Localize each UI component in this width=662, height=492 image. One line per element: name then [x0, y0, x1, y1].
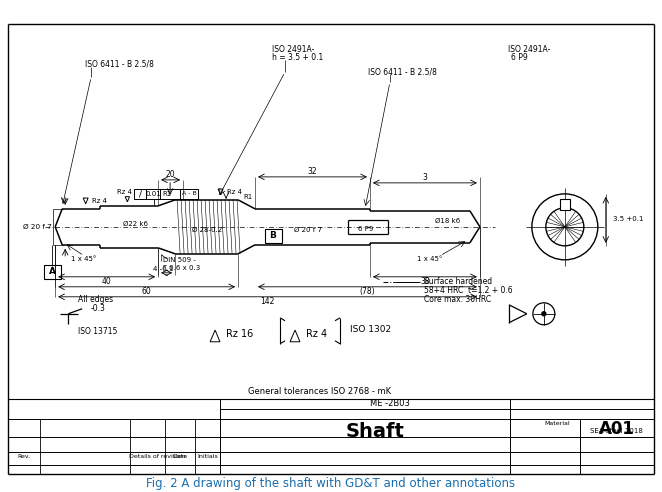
Text: 1 x 45°: 1 x 45°	[417, 256, 443, 262]
Text: ISO 13715: ISO 13715	[78, 327, 118, 336]
Text: Surface hardened: Surface hardened	[424, 277, 492, 286]
Text: A01: A01	[599, 420, 635, 438]
Text: Rz 4: Rz 4	[92, 198, 107, 204]
Text: DIN 509 -: DIN 509 -	[163, 257, 196, 263]
Text: 3: 3	[422, 173, 428, 183]
Text: h = 3.5 + 0.1: h = 3.5 + 0.1	[272, 54, 323, 62]
Text: Fig. 2 A drawing of the shaft with GD&T and other annotations: Fig. 2 A drawing of the shaft with GD&T …	[146, 477, 516, 490]
Text: Date: Date	[173, 454, 187, 459]
Text: Rev.: Rev.	[18, 454, 30, 459]
Text: Ø22 k6: Ø22 k6	[122, 221, 148, 227]
Text: Rz 4: Rz 4	[306, 329, 327, 338]
Text: R1: R1	[162, 191, 171, 197]
Text: ISO 6411 - B 2.5/8: ISO 6411 - B 2.5/8	[368, 67, 437, 76]
Text: Initials: Initials	[198, 454, 218, 459]
Text: General tolerances ISO 2768 - mK: General tolerances ISO 2768 - mK	[248, 387, 391, 396]
Text: 4 -0.1: 4 -0.1	[153, 266, 173, 272]
Text: Rz 4: Rz 4	[117, 189, 132, 195]
Text: Ø 20 f 7: Ø 20 f 7	[294, 227, 322, 233]
Text: All edges: All edges	[77, 295, 113, 304]
Text: ME -2B03: ME -2B03	[370, 399, 410, 408]
Text: 6 P9: 6 P9	[511, 54, 528, 62]
Text: 0.01: 0.01	[145, 191, 161, 197]
Text: Rz 4: Rz 4	[227, 189, 242, 195]
Bar	[134, 189, 198, 199]
Text: Material: Material	[545, 421, 571, 426]
Text: Shaft: Shaft	[346, 422, 404, 441]
Text: Ø 28-0.2: Ø 28-0.2	[192, 227, 222, 233]
Text: 60: 60	[142, 287, 152, 296]
Text: 32: 32	[308, 167, 317, 176]
Text: 3.5 +0.1: 3.5 +0.1	[612, 216, 643, 222]
Text: 38: 38	[420, 277, 430, 286]
Text: B: B	[269, 231, 277, 240]
Text: 40: 40	[102, 277, 111, 286]
Text: 6 P9: 6 P9	[358, 226, 373, 232]
Text: A - B: A - B	[182, 191, 197, 196]
Text: ISO 2491A-: ISO 2491A-	[272, 45, 314, 55]
Text: -0.3: -0.3	[90, 304, 105, 313]
Text: Rz 16: Rz 16	[226, 329, 253, 338]
Text: ISO 2491A-: ISO 2491A-	[508, 45, 550, 55]
Text: 142: 142	[260, 297, 275, 307]
Text: Ø18 k6: Ø18 k6	[436, 218, 461, 224]
Text: Details of revision: Details of revision	[129, 454, 185, 459]
Circle shape	[542, 312, 546, 316]
Text: (78): (78)	[359, 287, 375, 296]
Text: Core max. 30HRC: Core max. 30HRC	[424, 295, 491, 304]
Text: R1: R1	[244, 194, 253, 200]
Text: /: /	[138, 189, 142, 198]
Text: ISO 1302: ISO 1302	[350, 325, 391, 334]
Text: Γ 0.6 x 0.3: Γ 0.6 x 0.3	[163, 265, 201, 271]
Text: A: A	[49, 267, 56, 277]
Text: 58+4 HRC  t=1.2 + 0.6: 58+4 HRC t=1.2 + 0.6	[424, 286, 512, 295]
Text: 1 x 45°: 1 x 45°	[71, 256, 97, 262]
Text: SEA steel 1018: SEA steel 1018	[591, 428, 643, 434]
Text: ISO 6411 - B 2.5/8: ISO 6411 - B 2.5/8	[85, 60, 154, 68]
Text: Ø 20 f 7: Ø 20 f 7	[23, 224, 52, 230]
Polygon shape	[560, 199, 570, 210]
Text: 20: 20	[166, 170, 175, 180]
